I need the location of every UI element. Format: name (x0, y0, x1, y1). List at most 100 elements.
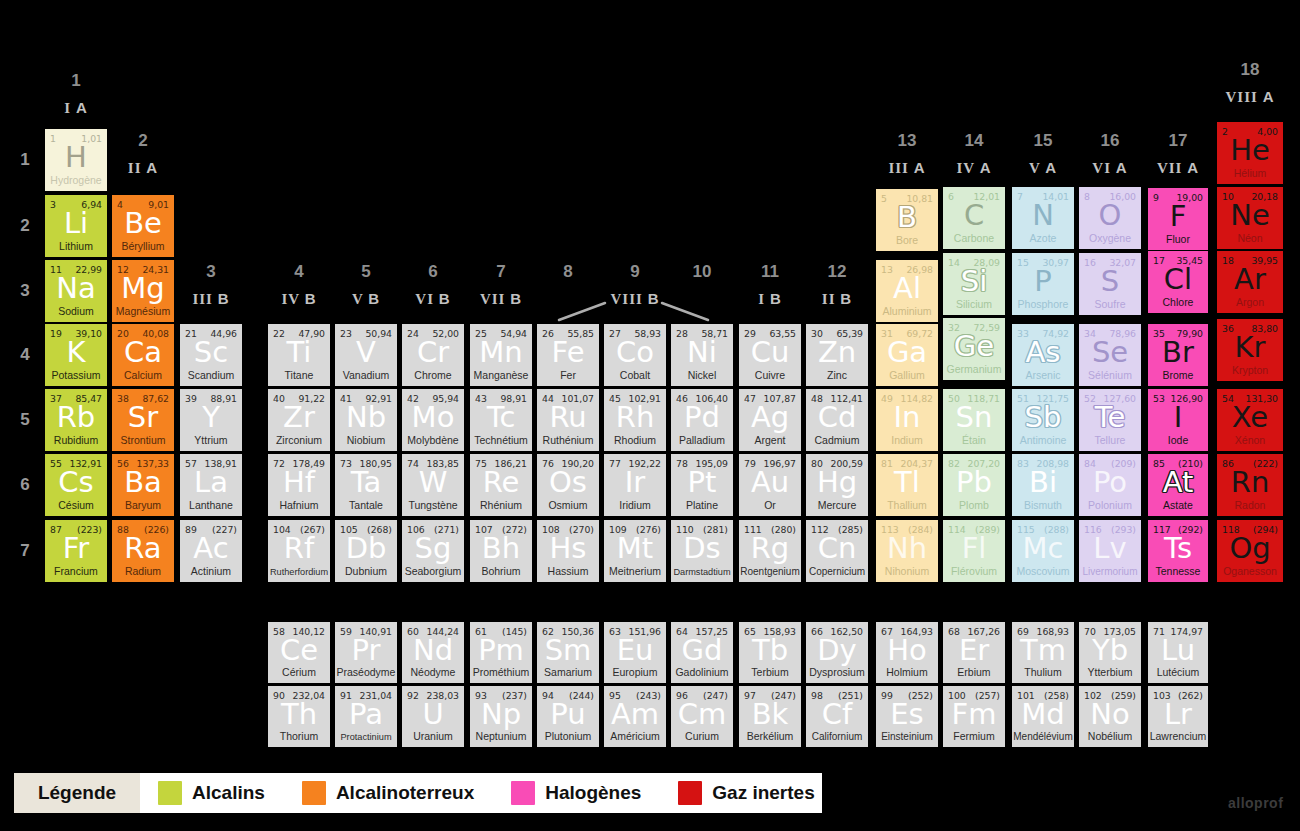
element-symbol: Na (45, 273, 107, 304)
element-cell-v: 2350,94VVanadium (335, 324, 397, 386)
element-symbol: Rn (1217, 467, 1283, 498)
element-symbol: He (1217, 135, 1283, 166)
element-cell-li: 36,94LiLithium (45, 195, 107, 257)
element-name: Molybdène (402, 434, 464, 446)
element-cell-br: 3579,90BrBrome (1148, 324, 1208, 386)
element-name: Osmium (537, 499, 599, 511)
element-name: Iridium (604, 499, 666, 511)
element-name: Palladium (671, 434, 733, 446)
element-symbol: Pm (470, 635, 532, 666)
period-label-7: 7 (13, 541, 37, 561)
element-cell-h: 11,01HHydrogène (45, 129, 107, 191)
element-symbol: Ga (876, 337, 938, 368)
element-cell-tm: 69168,93TmThulium (1012, 622, 1074, 683)
element-cell-cf: 98(251)CfCalifornium (806, 686, 868, 747)
element-symbol: Yb (1079, 635, 1141, 666)
period-label-5: 5 (13, 410, 37, 430)
element-name: Fermium (943, 730, 1005, 742)
element-cell-be: 49,01BeBéryllium (112, 195, 174, 257)
legend-swatch (511, 781, 535, 805)
element-cell-po: 84(209)PoPolonium (1079, 454, 1141, 516)
period-label-2: 2 (13, 216, 37, 236)
element-cell-hf: 72178,49HfHafnium (268, 454, 330, 516)
element-name: Aluminium (876, 305, 938, 317)
element-name: Ruthénium (537, 434, 599, 446)
element-cell-pu: 94(244)PuPlutonium (537, 686, 599, 747)
element-cell-mg: 1224,31MgMagnésium (112, 260, 174, 322)
element-name: Yttrium (180, 434, 242, 446)
group-label-1: 1I A (34, 71, 118, 118)
element-symbol: Sn (943, 402, 1005, 433)
element-symbol: In (876, 402, 938, 433)
element-name: Terbium (739, 666, 801, 678)
element-name: Néon (1217, 232, 1283, 244)
element-symbol: Es (876, 699, 938, 730)
element-name: Nobélium (1079, 730, 1141, 742)
legend-label: Gaz inertes (712, 782, 814, 804)
element-name: Rhénium (470, 499, 532, 511)
legend-label: Alcalinoterreux (336, 782, 474, 804)
element-symbol: N (1012, 200, 1074, 231)
element-cell-tl: 81204,37TlThallium (876, 454, 938, 516)
element-cell-yb: 70173,05YbYtterbium (1079, 622, 1141, 683)
element-cell-kr: 3683,80KrKrypton (1217, 319, 1283, 381)
element-symbol: Ce (268, 635, 330, 666)
element-cell-fl: 114(289)FlFlérovium (943, 520, 1005, 582)
element-cell-co: 2758,93CoCobalt (604, 324, 666, 386)
element-name: Radium (112, 565, 174, 577)
element-name: Cérium (268, 666, 330, 678)
element-name: Praséodyme (335, 666, 397, 678)
element-symbol: Pu (537, 699, 599, 730)
element-name: Étain (943, 434, 1005, 446)
element-name: Germanium (943, 363, 1005, 375)
element-cell-fm: 100(257)FmFermium (943, 686, 1005, 747)
element-cell-eu: 63151,96EuEuropium (604, 622, 666, 683)
legend-items: AlcalinsAlcalinoterreuxHalogènesGaz iner… (158, 781, 815, 805)
group-label-17: 17VII A (1136, 131, 1220, 178)
element-cell-mt: 109(276)MtMeitnerium (604, 520, 666, 582)
element-symbol: Tb (739, 635, 801, 666)
element-name: Livermorium (1079, 566, 1141, 577)
element-name: Gallium (876, 369, 938, 381)
element-cell-lu: 71174,97LuLutécium (1148, 622, 1208, 683)
element-cell-ga: 3169,72GaGallium (876, 324, 938, 386)
element-cell-ca: 2040,08CaCalcium (112, 324, 174, 386)
element-cell-y: 3988,91YYttrium (180, 389, 242, 451)
element-cell-sr: 3887,62SrStrontium (112, 389, 174, 451)
element-symbol: Mg (112, 273, 174, 304)
element-name: Radon (1217, 499, 1283, 511)
element-name: Uranium (402, 730, 464, 742)
element-cell-cs: 55132,91CsCésium (45, 454, 107, 516)
element-symbol: Ca (112, 337, 174, 368)
element-name: Césium (45, 499, 107, 511)
element-name: Sélénium (1079, 369, 1141, 381)
element-symbol: At (1148, 467, 1208, 498)
element-symbol: Rb (45, 402, 107, 433)
element-cell-ds: 110(281)DsDarmstadtium (671, 520, 733, 582)
element-name: Gadolinium (671, 666, 733, 678)
element-cell-tb: 65158,93TbTerbium (739, 622, 801, 683)
element-cell-f: 919,00FFluor (1148, 188, 1208, 250)
group-label-3: 3III B (169, 262, 253, 309)
element-cell-ac: 89(227)AcActinium (180, 520, 242, 582)
element-symbol: Am (604, 699, 666, 730)
element-name: Scandium (180, 369, 242, 381)
element-name: Lutécium (1148, 666, 1208, 678)
element-symbol: Sc (180, 337, 242, 368)
element-cell-mc: 115(288)McMoscovium (1012, 520, 1074, 582)
element-cell-n: 714,01NAzote (1012, 187, 1074, 249)
element-symbol: Cr (402, 337, 464, 368)
element-cell-w: 74183,85WTungstène (402, 454, 464, 516)
element-name: Polonium (1079, 499, 1141, 511)
element-symbol: Nb (335, 402, 397, 433)
element-symbol: Zr (268, 402, 330, 433)
element-symbol: Ni (671, 337, 733, 368)
element-name: Magnésium (112, 305, 174, 317)
element-cell-ru: 44101,07RuRuthénium (537, 389, 599, 451)
element-cell-nd: 60144,24NdNéodyme (402, 622, 464, 683)
element-cell-fr: 87(223)FrFrancium (45, 520, 107, 582)
alloprof-logo: alloprof (1228, 795, 1283, 811)
element-symbol: Zn (806, 337, 868, 368)
element-cell-hg: 80200,59HgMercure (806, 454, 868, 516)
element-symbol: Si (943, 266, 1005, 297)
